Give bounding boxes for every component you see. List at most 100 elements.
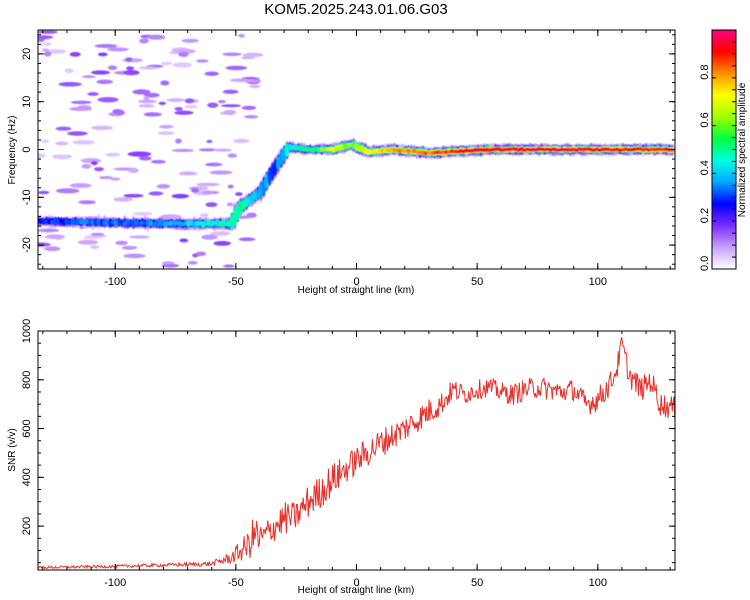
spectrogram-cell [186,220,191,227]
colorbar-label: Normalized spectral amplitude [737,82,748,217]
noise-speckle [179,238,189,243]
x-tick-label: 0 [353,577,359,589]
noise-speckle [138,66,158,70]
snr-panel: -100 -50 0 50 100 200 400 600 800 1000 Height of… [7,319,676,596]
noise-speckle [172,62,193,68]
noise-speckle [127,167,139,174]
noise-speckle [225,65,248,71]
colorbar-tick-label: 0.0 [699,256,711,271]
spectrogram-y-axis: -20 -10 0 10 20 [21,34,675,265]
noise-speckle [72,139,95,145]
y-tick-label: 800 [21,371,33,389]
noise-speckle [171,193,189,199]
noise-speckle [132,212,153,216]
snr-y-axis: 200 400 600 800 1000 [21,319,675,564]
noise-speckle [181,38,199,43]
noise-speckle [241,56,255,60]
snr-x-label: Height of straight line (km) [298,585,415,596]
noise-speckle [196,182,220,187]
noise-speckle [53,155,71,160]
spectrogram-cell [171,220,177,227]
noise-speckle [38,30,58,34]
noise-speckle [243,115,259,119]
noise-speckle [199,213,209,217]
noise-speckle [80,158,102,164]
noise-speckle [171,148,195,153]
noise-speckle [127,151,152,157]
noise-speckle [227,153,238,158]
colorbar: 0.0 0.2 0.4 0.6 0.8 Normalized spectral ampl… [699,29,748,271]
spectrogram-cell [116,219,122,226]
noise-speckle [78,200,96,205]
noise-speckle [201,234,218,240]
x-tick-label: -50 [228,577,244,589]
noise-speckle [55,188,80,194]
noise-speckle [159,124,174,129]
noise-speckle [238,237,256,242]
noise-speckle [205,202,218,208]
noise-speckle [40,139,50,143]
y-tick-label: 1000 [21,319,33,343]
noise-speckle [144,92,160,98]
noise-speckle [44,246,61,252]
spectrogram-heatmap [38,30,675,268]
noise-speckle [125,66,135,70]
noise-speckle [158,101,167,105]
noise-speckle [196,59,209,63]
noise-speckle [69,51,81,57]
noise-speckle [184,105,198,109]
noise-speckle [138,104,155,108]
noise-speckle [38,190,50,195]
noise-speckle [204,71,219,76]
noise-speckle [160,61,173,66]
noise-speckle [175,138,182,144]
snr-y-label: SNR (v/v) [7,428,18,471]
noise-speckle [191,187,200,193]
noise-speckle [174,110,194,115]
colorbar-tick-label: 0.4 [699,160,711,175]
noise-speckle [143,96,150,101]
x-tick-label: 100 [589,577,607,589]
noise-speckle [81,163,92,169]
noise-speckle [166,98,186,102]
noise-speckle [97,96,119,103]
y-tick-label: 600 [21,419,33,437]
noise-speckle [67,131,88,136]
noise-speckle [90,232,105,236]
noise-speckle [107,47,129,52]
snr-x-axis: -100 -50 0 50 100 [42,331,671,589]
noise-speckle [227,184,234,189]
noise-speckle [223,264,235,268]
noise-speckle [233,138,250,143]
noise-speckle [96,79,114,84]
noise-speckle [125,57,133,62]
noise-speckle [150,159,166,164]
noise-speckle [198,148,217,152]
noise-speckle [161,261,175,265]
noise-speckle [44,234,66,240]
noise-speckle [226,202,234,207]
noise-speckle [115,240,128,246]
noise-speckle [69,106,93,111]
noise-speckle [128,235,151,239]
noise-speckle [123,253,146,259]
noise-speckle [234,192,243,196]
noise-speckle [93,167,104,172]
noise-speckle [87,92,99,96]
y-tick-label: -10 [21,189,33,205]
noise-speckle [222,52,242,56]
noise-speckle [46,49,67,54]
colorbar-axis: 0.0 0.2 0.4 0.6 0.8 [699,29,736,271]
noise-speckle [161,263,180,268]
noise-speckle [249,84,261,89]
noise-speckle [90,245,100,249]
colorbar-tick-label: 0.2 [699,208,711,223]
y-tick-label: 200 [21,517,33,535]
noise-speckle [58,81,82,87]
noise-speckle [113,197,133,202]
noise-speckle [173,48,196,54]
noise-speckle [123,193,144,198]
noise-speckle [97,52,108,57]
y-tick-label: 400 [21,468,33,486]
noise-speckle [213,148,233,152]
